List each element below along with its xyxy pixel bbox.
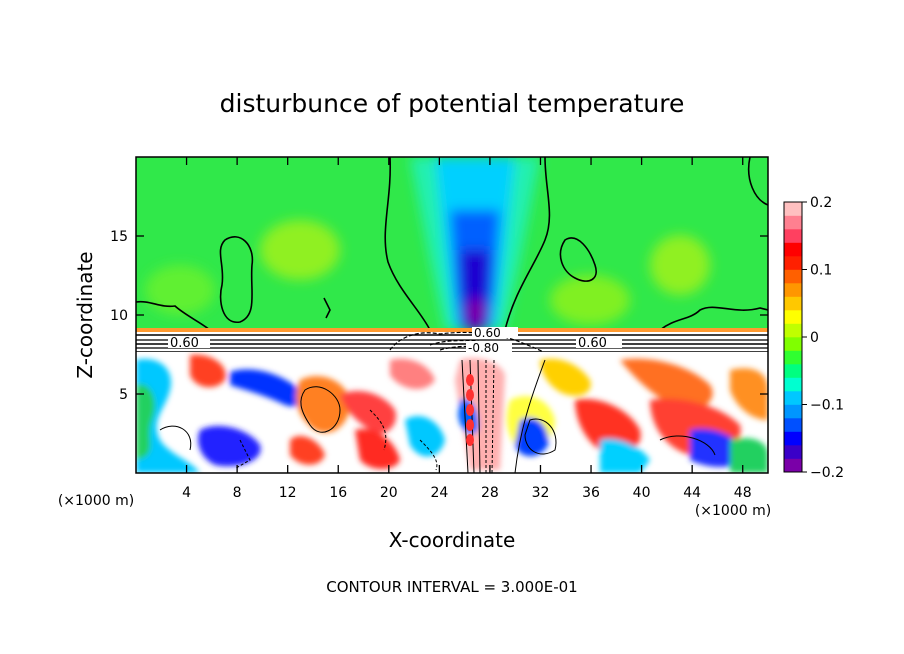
label-mask bbox=[472, 327, 518, 338]
x-unit-label-left: (×1000 m) bbox=[58, 493, 134, 509]
x-tick-label: 4 bbox=[182, 485, 191, 501]
colorbar-tick-label: 0.2 bbox=[810, 195, 832, 211]
y-tick-label: 5 bbox=[119, 387, 128, 403]
eddy bbox=[405, 416, 445, 457]
colorbar-tick-label: 0 bbox=[810, 330, 819, 346]
colorbar-tick-labels: 0.2 0.1 0 −0.1 −0.2 bbox=[810, 195, 844, 481]
y-axis-ticks bbox=[136, 235, 768, 395]
x-tick-label: 48 bbox=[734, 485, 752, 501]
x-tick-label: 24 bbox=[430, 485, 448, 501]
contour-line bbox=[136, 300, 211, 330]
contour-label: 0.60 bbox=[578, 336, 607, 351]
colorbar-segment bbox=[784, 242, 802, 257]
eddy bbox=[290, 435, 325, 465]
eddy bbox=[540, 358, 591, 396]
inversion-band: 0.60 0.60 0.60 -0.80 bbox=[136, 326, 768, 357]
y-tick-label: 15 bbox=[110, 229, 128, 245]
eddy bbox=[136, 359, 200, 473]
wave-contours bbox=[461, 359, 546, 473]
eddy bbox=[190, 354, 226, 388]
eddy bbox=[620, 358, 713, 411]
warm-patch bbox=[550, 275, 630, 325]
plume-core-min bbox=[466, 298, 486, 326]
x-tick-label: 40 bbox=[633, 485, 651, 501]
x-tick-label: 20 bbox=[380, 485, 398, 501]
contour-line bbox=[323, 297, 331, 319]
x-tick-label: 32 bbox=[532, 485, 550, 501]
x-tick-labels: 4 8 12 16 20 24 28 32 36 40 44 48 bbox=[182, 485, 752, 501]
colorbar-segment bbox=[784, 256, 802, 270]
eddy bbox=[295, 376, 351, 433]
eddy-contours bbox=[159, 386, 716, 471]
colorbar-segment bbox=[784, 215, 802, 230]
warm-patch bbox=[650, 235, 710, 295]
colorbar-segment bbox=[784, 431, 802, 446]
eddy bbox=[198, 425, 261, 467]
colorbar-segment bbox=[784, 310, 802, 324]
x-unit-label-right: (×1000 m) bbox=[695, 503, 771, 519]
warm-patch bbox=[260, 220, 340, 280]
label-mask bbox=[576, 336, 622, 348]
footer-note: CONTOUR INTERVAL = 3.000E-01 bbox=[326, 578, 577, 596]
x-tick-label: 12 bbox=[279, 485, 297, 501]
contour-loop bbox=[219, 236, 254, 323]
colorbar-segment bbox=[784, 377, 802, 392]
x-tick-label: 8 bbox=[233, 485, 242, 501]
plot-area: 0.60 0.60 0.60 -0.80 bbox=[135, 156, 769, 474]
eddy bbox=[730, 368, 768, 420]
colorbar-segment bbox=[784, 229, 802, 243]
x-axis-ticks bbox=[185, 157, 744, 473]
contour-label: -0.80 bbox=[468, 341, 499, 355]
x-tick-label: 36 bbox=[582, 485, 600, 501]
wave-cells bbox=[466, 374, 474, 446]
colorbar-segment bbox=[784, 337, 802, 351]
band-stripe bbox=[136, 328, 768, 332]
contour-label: 0.60 bbox=[474, 326, 501, 340]
colorbar-tick-label: 0.1 bbox=[810, 263, 832, 279]
y-tick-labels: 5 10 15 bbox=[110, 229, 128, 403]
eddy bbox=[390, 358, 435, 390]
colorbar-segment bbox=[784, 296, 802, 311]
x-axis-label: X-coordinate bbox=[389, 528, 516, 552]
label-mask bbox=[466, 341, 512, 353]
contour-line bbox=[659, 306, 768, 330]
colorbar-tick-label: −0.2 bbox=[810, 465, 844, 481]
colorbar-segment bbox=[784, 283, 802, 297]
upper-field bbox=[136, 157, 768, 330]
eddy bbox=[600, 438, 650, 473]
eddy bbox=[340, 390, 396, 434]
colorbar-segment bbox=[784, 391, 802, 405]
warm-patch bbox=[145, 265, 215, 315]
x-tick-label: 16 bbox=[329, 485, 347, 501]
colorbar-segment bbox=[784, 364, 802, 378]
eddy bbox=[230, 369, 305, 407]
chart-title: disturbunce of potential temperature bbox=[220, 89, 685, 118]
colorbar-segment bbox=[784, 404, 802, 419]
colorbar-segment bbox=[784, 350, 802, 365]
colorbar-segment bbox=[784, 202, 802, 216]
contour-label: 0.60 bbox=[170, 336, 199, 351]
colorbar bbox=[783, 201, 807, 473]
colorbar-tick-label: −0.1 bbox=[810, 398, 844, 414]
eddy bbox=[136, 384, 155, 460]
eddy bbox=[730, 438, 768, 473]
y-tick-label: 10 bbox=[110, 308, 128, 324]
contour-loop bbox=[559, 237, 597, 282]
colorbar-segment bbox=[784, 445, 802, 459]
colorbar-segment bbox=[784, 323, 802, 338]
x-tick-label: 28 bbox=[481, 485, 499, 501]
label-mask bbox=[168, 336, 210, 348]
x-tick-label: 44 bbox=[683, 485, 701, 501]
colorbar-segment bbox=[784, 458, 802, 473]
colorbar-segment bbox=[784, 269, 802, 284]
eddy bbox=[575, 399, 641, 454]
eddy bbox=[355, 429, 400, 469]
lower-field bbox=[136, 352, 768, 473]
colorbar-segment bbox=[784, 418, 802, 432]
contour-line bbox=[384, 157, 431, 330]
contour-line bbox=[504, 157, 551, 330]
contour-line bbox=[748, 157, 768, 206]
y-axis-label: Z-coordinate bbox=[73, 251, 97, 378]
